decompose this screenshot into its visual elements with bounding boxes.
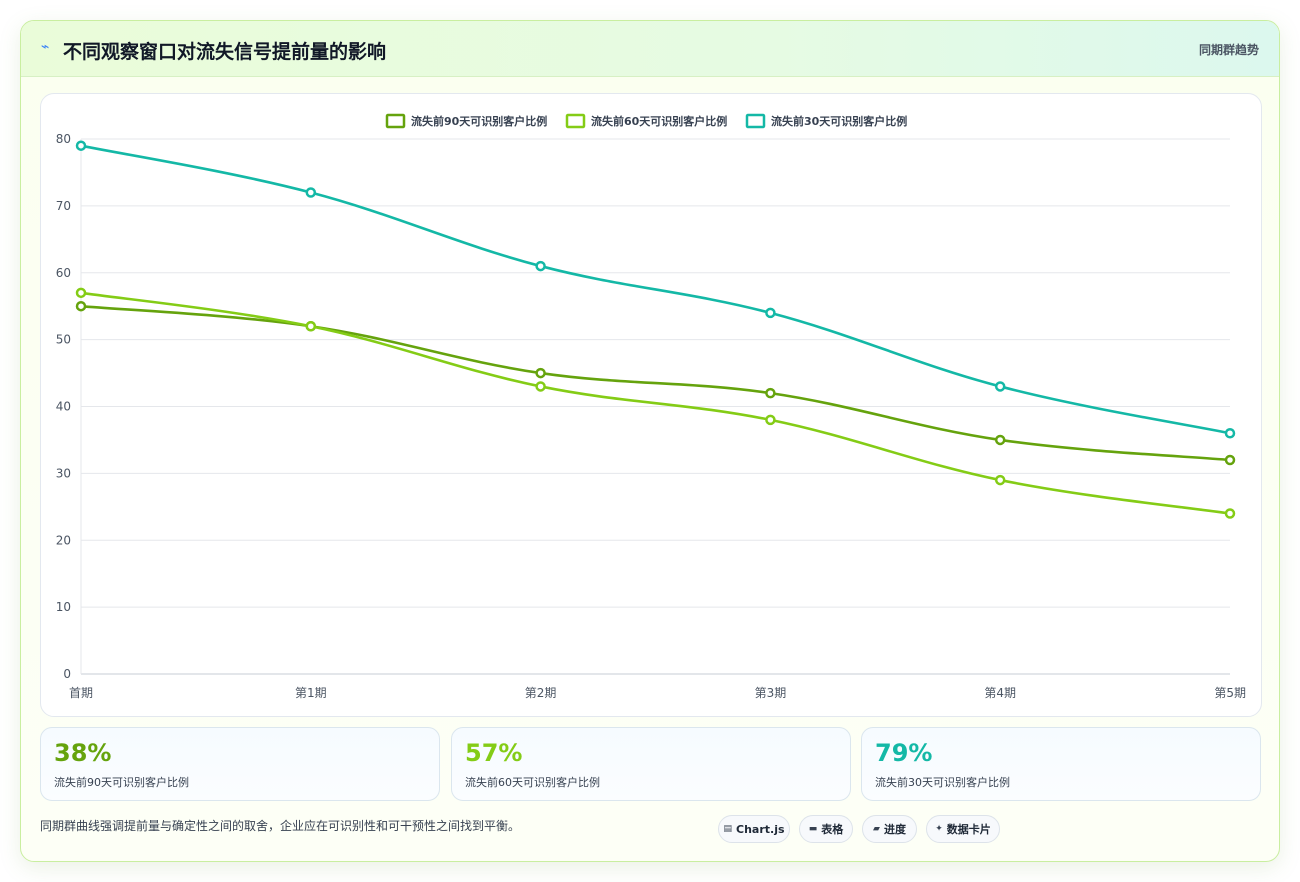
x-tick-label: 第1期: [295, 686, 327, 700]
stat-label-60: 流失前60天可识别客户比例: [465, 776, 600, 789]
footer-note: 同期群曲线强调提前量与确定性之间的取舍，企业应在可识别性和可干预性之间找到平衡。: [40, 819, 521, 833]
y-tick-label: 60: [56, 266, 71, 280]
data-point-2: [75, 140, 87, 151]
x-tick-label: 第3期: [755, 686, 787, 700]
legend-label-0: 流失前90天可识别客户比例: [411, 114, 547, 128]
data-point-1: [994, 474, 1006, 486]
y-tick-label: 50: [56, 333, 71, 347]
y-tick-label: 30: [56, 466, 71, 480]
y-tick-label: 70: [56, 199, 71, 213]
stat-label-30: 流失前30天可识别客户比例: [875, 776, 1010, 789]
stat-card-30: 79% 流失前30天可识别客户比例: [861, 727, 1261, 801]
data-point-0: [1224, 454, 1236, 466]
stat-value-90: 38%: [54, 739, 112, 767]
data-point-1: [305, 321, 317, 332]
data-point-0: [765, 387, 776, 399]
chip-label: 数据卡片: [946, 823, 991, 836]
y-tick-label: 10: [56, 600, 71, 614]
data-point-2: [765, 307, 776, 319]
chip-progress[interactable]: ▰ 进度: [862, 815, 917, 843]
data-point-2: [994, 381, 1006, 392]
legend-swatch-1: [565, 113, 586, 129]
progress-icon: ▰: [873, 824, 880, 834]
line-chart: 0 10 20 30 40 50 60 70 80 首期 第1期 第2期 第3期 第4期 第5期 流失前90天…: [56, 113, 1246, 700]
stat-card-90: 38% 流失前90天可识别客户比例: [40, 727, 440, 801]
data-point-1: [765, 414, 776, 426]
chip-chartjs[interactable]: ▤ Chart.js: [718, 815, 790, 843]
series-line-1: [80, 291, 1231, 515]
chip-label: Chart.js: [736, 822, 785, 836]
stat-value-60: 57%: [465, 739, 523, 767]
y-tick-label: 0: [63, 667, 71, 681]
x-tick-label: 首期: [69, 686, 93, 700]
data-point-2: [535, 260, 546, 272]
x-tick-label: 第5期: [1214, 686, 1246, 700]
data-point-1: [535, 381, 546, 392]
chip-label: 进度: [883, 823, 906, 836]
chart-icon: ▤: [723, 824, 732, 834]
y-tick-label: 80: [56, 132, 71, 146]
data-point-0: [75, 300, 87, 312]
data-point-1: [75, 287, 87, 299]
x-tick-label: 第2期: [525, 686, 557, 700]
data-point-0: [535, 367, 546, 379]
x-tick-label: 第4期: [984, 686, 1016, 700]
data-point-2: [305, 187, 317, 198]
chart-container: 0 10 20 30 40 50 60 70 80 首期 第1期 第2期 第3期 第4期 第5期 流失前90天…: [40, 93, 1262, 717]
y-tick-label: 20: [56, 533, 71, 547]
card-header: ⌁ 不同观察窗口对流失信号提前量的影响 同期群趋势: [21, 21, 1279, 77]
chart-card: ⌁ 不同观察窗口对流失信号提前量的影响 同期群趋势 0 10 20 30 40 50 60 7…: [20, 20, 1280, 862]
stat-label-90: 流失前90天可识别客户比例: [54, 776, 189, 789]
chip-label: 表格: [821, 823, 844, 836]
stat-cards: 38% 流失前90天可识别客户比例 57% 流失前60天可识别客户比例 79% …: [40, 727, 1262, 801]
page-title: 不同观察窗口对流失信号提前量的影响: [63, 41, 387, 63]
legend-swatch-0: [385, 113, 406, 129]
legend-swatch-2: [745, 113, 766, 129]
legend-label-2: 流失前30天可识别客户比例: [771, 114, 907, 128]
table-icon: ▬: [808, 824, 818, 834]
card-icon: ✦: [935, 824, 943, 834]
lightning-icon: ⌁: [41, 39, 50, 55]
y-tick-label: 40: [56, 400, 71, 414]
stat-card-60: 57% 流失前60天可识别客户比例: [451, 727, 851, 801]
series-line-2: [80, 144, 1231, 435]
data-point-2: [1224, 428, 1236, 439]
data-point-0: [994, 434, 1006, 446]
chip-data-card[interactable]: ✦ 数据卡片: [926, 815, 1000, 843]
data-point-1: [1224, 508, 1236, 519]
series-line-0: [80, 304, 1231, 462]
legend-label-1: 流失前60天可识别客户比例: [591, 114, 727, 128]
chip-table[interactable]: ▬ 表格: [799, 815, 853, 843]
stat-value-30: 79%: [875, 739, 933, 767]
header-tag: 同期群趋势: [1198, 43, 1259, 57]
